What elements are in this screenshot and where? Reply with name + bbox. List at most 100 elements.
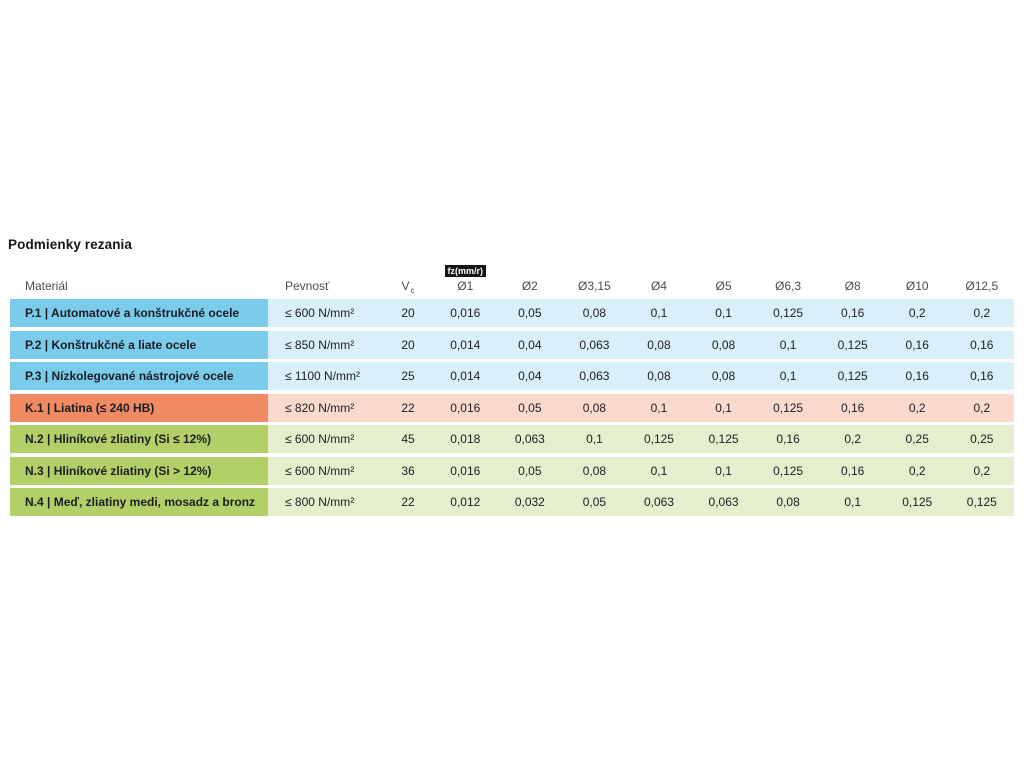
value-cell: 0,05: [497, 393, 563, 422]
value-cell: 0,05: [497, 456, 563, 485]
value-cell: 0,08: [755, 488, 821, 516]
value-cell: 0,014: [433, 330, 498, 359]
value-cell: 0,08: [562, 456, 627, 485]
value-cell: 0,032: [497, 488, 563, 516]
value-cell: 0,1: [626, 456, 692, 485]
header-diameter-label: Ø6,3: [775, 279, 802, 293]
vc-cell: 20: [383, 330, 433, 359]
value-cell: 0,1: [562, 425, 627, 453]
pevnost-cell: ≤ 600 N/mm²: [268, 425, 383, 453]
value-cell: 0,08: [626, 362, 692, 390]
value-cell: 0,2: [884, 456, 950, 485]
value-cell: 0,05: [497, 299, 563, 327]
value-cell: 0,063: [497, 425, 563, 453]
value-cell: 0,04: [497, 330, 563, 359]
pevnost-cell: ≤ 800 N/mm²: [268, 488, 383, 516]
material-cell: N.2 | Hliníkové zliatiny (Si ≤ 12%): [10, 425, 268, 453]
table-row: P.3 | Nízkolegované nástrojové ocele ≤ 11…: [10, 362, 1015, 390]
header-diameter-label: Ø3,15: [578, 279, 611, 293]
pevnost-cell: ≤ 820 N/mm²: [268, 393, 383, 422]
value-cell: 0,125: [755, 456, 821, 485]
vc-cell: 22: [383, 393, 433, 422]
table-row: P.1 | Automatové a konštrukčné ocele ≤ 60…: [10, 299, 1015, 327]
value-cell: 0,063: [626, 488, 692, 516]
pevnost-cell: ≤ 600 N/mm²: [268, 299, 383, 327]
vc-cell: 22: [383, 488, 433, 516]
value-cell: 0,08: [691, 362, 756, 390]
table-header-row: Materiál Pevnosť Vc fz(mm/r) Ø1 Ø2 Ø3,15 Ø4 Ø…: [10, 262, 1014, 299]
value-cell: 0,1: [626, 393, 692, 422]
value-cell: 0,2: [949, 299, 1015, 327]
value-cell: 0,1: [691, 456, 756, 485]
header-diameter: fz(mm/r) Ø1: [433, 264, 498, 293]
header-diameter: Ø12,5: [950, 279, 1015, 293]
header-diameter: Ø3,15: [562, 279, 627, 293]
value-cell: 0,125: [755, 299, 821, 327]
header-material: Materiál: [25, 279, 68, 293]
header-pevnost: Pevnosť: [285, 279, 330, 293]
header-diameter-label: Ø1: [457, 279, 474, 293]
table-body: P.1 | Automatové a konštrukčné ocele ≤ 60…: [10, 299, 1015, 516]
value-cell: 0,08: [691, 330, 756, 359]
table-row: N.3 | Hliníkové zliatiny (Si > 12%) ≤ 600…: [10, 456, 1015, 485]
value-cell: 0,063: [562, 362, 627, 390]
table-row: K.1 | Liatina (≤ 240 HB) ≤ 820 N/mm² 22 0,0…: [10, 393, 1015, 422]
value-cell: 0,016: [433, 299, 498, 327]
value-cell: 0,16: [755, 425, 821, 453]
header-diameter: Ø6,3: [756, 279, 821, 293]
value-cell: 0,018: [433, 425, 498, 453]
header-diameter-label: Ø12,5: [965, 279, 999, 293]
value-cell: 0,1: [755, 330, 821, 359]
vc-cell: 25: [383, 362, 433, 390]
value-cell: 0,2: [820, 425, 885, 453]
header-vc-main: V: [401, 279, 410, 293]
value-cell: 0,16: [884, 330, 950, 359]
cutting-conditions-table: Materiál Pevnosť Vc fz(mm/r) Ø1 Ø2 Ø3,15 Ø4 Ø…: [10, 262, 1015, 520]
value-cell: 0,1: [691, 393, 756, 422]
header-diameter: Ø4: [627, 279, 692, 293]
value-cell: 0,08: [562, 299, 627, 327]
value-cell: 0,16: [820, 393, 885, 422]
value-cell: 0,16: [820, 456, 885, 485]
value-cell: 0,063: [562, 330, 627, 359]
value-cell: 0,05: [562, 488, 627, 516]
value-cell: 0,16: [949, 330, 1015, 359]
value-cell: 0,2: [949, 456, 1015, 485]
value-cell: 0,1: [755, 362, 821, 390]
header-diameter-label: Ø8: [844, 279, 861, 293]
header-diameter-label: Ø10: [905, 279, 929, 293]
header-diameter: Ø10: [885, 279, 950, 293]
header-diameter: Ø2: [498, 279, 563, 293]
table-row: P.2 | Konštrukčné a liate ocele ≤ 850 N/m…: [10, 330, 1015, 359]
material-cell: K.1 | Liatina (≤ 240 HB): [10, 393, 268, 422]
value-cell: 0,125: [755, 393, 821, 422]
value-cell: 0,04: [497, 362, 563, 390]
material-cell: P.1 | Automatové a konštrukčné ocele: [10, 299, 268, 327]
value-cell: 0,2: [884, 299, 950, 327]
value-cell: 0,016: [433, 456, 498, 485]
value-cell: 0,08: [626, 330, 692, 359]
header-diameter-label: Ø2: [521, 279, 538, 293]
value-cell: 0,1: [626, 299, 692, 327]
pevnost-cell: ≤ 600 N/mm²: [268, 456, 383, 485]
table-row: N.4 | Meď, zliatiny medi, mosadz a bronz…: [10, 488, 1015, 516]
value-cell: 0,125: [820, 330, 885, 359]
value-cell: 0,012: [433, 488, 498, 516]
material-cell: N.4 | Meď, zliatiny medi, mosadz a bronz: [10, 488, 268, 516]
value-cell: 0,25: [884, 425, 950, 453]
value-cell: 0,16: [949, 362, 1015, 390]
value-cell: 0,125: [820, 362, 885, 390]
value-cell: 0,014: [433, 362, 498, 390]
material-cell: P.3 | Nízkolegované nástrojové ocele: [10, 362, 268, 390]
value-cell: 0,1: [820, 488, 885, 516]
value-cell: 0,2: [884, 393, 950, 422]
value-cell: 0,125: [884, 488, 950, 516]
vc-cell: 45: [383, 425, 433, 453]
header-diameter: Ø5: [691, 279, 756, 293]
value-cell: 0,16: [820, 299, 885, 327]
header-vc: Vc: [383, 279, 433, 295]
value-cell: 0,125: [691, 425, 756, 453]
header-vc-subscript: c: [410, 286, 415, 295]
header-diameter-label: Ø4: [650, 279, 667, 293]
value-cell: 0,063: [691, 488, 756, 516]
